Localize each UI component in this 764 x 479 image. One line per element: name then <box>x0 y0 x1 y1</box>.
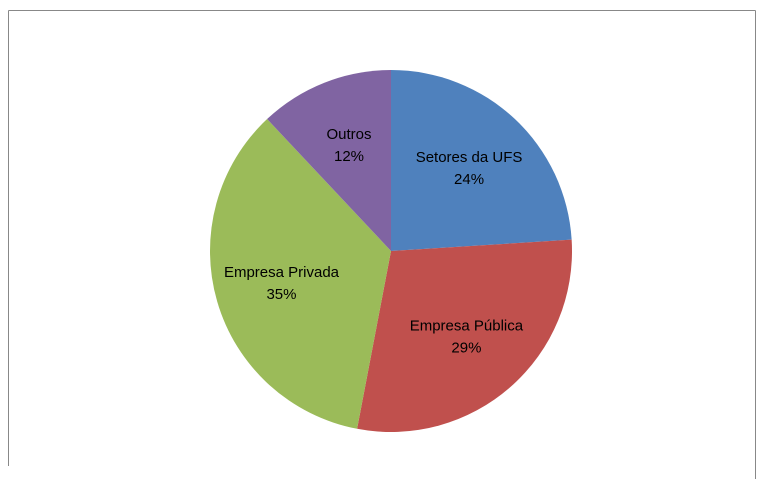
slice-label: Empresa Privada <box>224 264 340 281</box>
slice-label: Empresa Pública <box>410 318 524 335</box>
slice-value-label: 35% <box>266 286 296 303</box>
slice-value-label: 24% <box>454 171 484 188</box>
pie-slice <box>209 119 391 429</box>
pie-slice <box>391 70 572 251</box>
slice-label: Outros <box>327 126 372 143</box>
pie-slice <box>267 70 391 251</box>
slice-value-label: 29% <box>451 340 481 357</box>
pie-slice <box>357 239 572 432</box>
slice-label: Setores da UFS <box>416 149 523 166</box>
slice-value-label: 12% <box>334 148 364 165</box>
